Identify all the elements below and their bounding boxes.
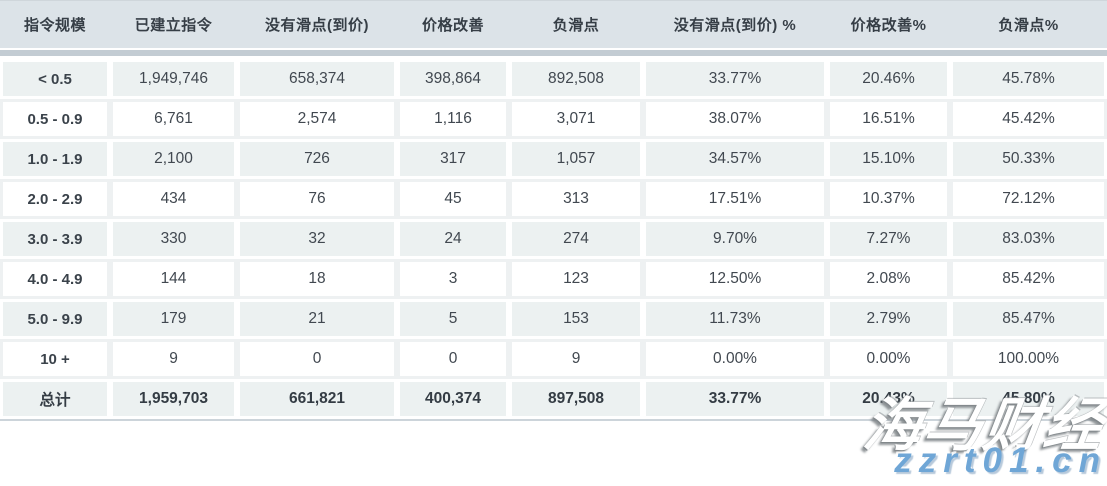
cell: 313 xyxy=(509,179,643,219)
column-header-price-improvement: 价格改善 xyxy=(397,0,509,48)
cell: 0 xyxy=(397,339,509,379)
watermark-site-url: zzrt01.cn xyxy=(894,441,1107,480)
cell: 10.37% xyxy=(827,179,950,219)
cell: 85.42% xyxy=(950,259,1107,299)
total-cell-negative-slippage-pct: 45.80% xyxy=(950,379,1107,419)
cell: 153 xyxy=(509,299,643,339)
cell: 50.33% xyxy=(950,139,1107,179)
cell: 179 xyxy=(110,299,237,339)
cell: 9 xyxy=(110,339,237,379)
table-row: 10 +9 0 0 9 0.00% 0.00% 100.00% xyxy=(0,339,1107,379)
column-header-order-size: 指令规模 xyxy=(0,0,110,48)
cell: 9.70% xyxy=(643,219,827,259)
cell: 317 xyxy=(397,139,509,179)
cell: 1,057 xyxy=(509,139,643,179)
cell: 83.03% xyxy=(950,219,1107,259)
cell: 398,864 xyxy=(397,59,509,99)
cell: 330 xyxy=(110,219,237,259)
column-header-no-slippage-pct: 没有滑点(到价) % xyxy=(643,0,827,48)
cell: 274 xyxy=(509,219,643,259)
cell: 45 xyxy=(397,179,509,219)
row-label: 10 + xyxy=(0,339,110,379)
total-cell-negative-slippage: 897,508 xyxy=(509,379,643,419)
cell: 2,574 xyxy=(237,99,397,139)
table-row: 2.0 - 2.9 434 76 45 313 17.51% 10.37% 72.12% xyxy=(0,179,1107,219)
table-header: 指令规模 已建立指令 没有滑点(到价) 价格改善 负滑点 没有滑点(到价) % … xyxy=(0,0,1107,59)
cell: 16.51% xyxy=(827,99,950,139)
row-label: < 0.5 xyxy=(0,59,110,99)
cell: 658,374 xyxy=(237,59,397,99)
cell: 892,508 xyxy=(509,59,643,99)
divider-band xyxy=(0,50,1107,56)
cell: 0.00% xyxy=(827,339,950,379)
cell: 15.10% xyxy=(827,139,950,179)
row-label: 3.0 - 3.9 xyxy=(0,219,110,259)
cell: 9 xyxy=(509,339,643,379)
cell: 45.78% xyxy=(950,59,1107,99)
data-table: 指令规模 已建立指令 没有滑点(到价) 价格改善 负滑点 没有滑点(到价) % … xyxy=(0,0,1107,419)
table-row: 5.0 - 9.9 179 21 5 153 11.73% 2.79% 85.47% xyxy=(0,299,1107,339)
cell: 11.73% xyxy=(643,299,827,339)
cell: 3 xyxy=(397,259,509,299)
cell: 45.42% xyxy=(950,99,1107,139)
total-row-label: 总计 xyxy=(0,379,110,419)
table-row: 4.0 - 4.9 144 18 3 123 12.50% 2.08% 85.42% xyxy=(0,259,1107,299)
cell: 123 xyxy=(509,259,643,299)
table-body: < 0.5 1,949,746 658,374 398,864 892,508 33.77… xyxy=(0,59,1107,379)
cell: 0.00% xyxy=(643,339,827,379)
row-label: 4.0 - 4.9 xyxy=(0,259,110,299)
cell: 24 xyxy=(397,219,509,259)
row-label: 5.0 - 9.9 xyxy=(0,299,110,339)
cell: 2.79% xyxy=(827,299,950,339)
cell: 5 xyxy=(397,299,509,339)
cell: 34.57% xyxy=(643,139,827,179)
column-header-negative-slippage: 负滑点 xyxy=(509,0,643,48)
cell: 21 xyxy=(237,299,397,339)
cell: 38.07% xyxy=(643,99,827,139)
column-header-orders-placed: 已建立指令 xyxy=(110,0,237,48)
total-cell-orders-placed: 1,959,703 xyxy=(110,379,237,419)
cell: 72.12% xyxy=(950,179,1107,219)
cell: 1,116 xyxy=(397,99,509,139)
cell: 434 xyxy=(110,179,237,219)
cell: 0 xyxy=(237,339,397,379)
cell: 6,761 xyxy=(110,99,237,139)
table-footer: 总计 1,959,703 661,821 400,374 897,508 33.… xyxy=(0,379,1107,419)
table-row: 0.5 - 0.9 6,761 2,574 1,116 3,071 38.07% 16.51… xyxy=(0,99,1107,139)
total-row: 总计 1,959,703 661,821 400,374 897,508 33.… xyxy=(0,379,1107,419)
cell: 2,100 xyxy=(110,139,237,179)
total-cell-price-improvement-pct: 20.43% xyxy=(827,379,950,419)
cell: 85.47% xyxy=(950,299,1107,339)
cell: 1,949,746 xyxy=(110,59,237,99)
table-bottom-border xyxy=(0,419,1107,421)
cell: 17.51% xyxy=(643,179,827,219)
cell: 2.08% xyxy=(827,259,950,299)
cell: 20.46% xyxy=(827,59,950,99)
header-row: 指令规模 已建立指令 没有滑点(到价) 价格改善 负滑点 没有滑点(到价) % … xyxy=(0,0,1107,48)
column-header-negative-slippage-pct: 负滑点% xyxy=(950,0,1107,48)
cell: 32 xyxy=(237,219,397,259)
cell: 7.27% xyxy=(827,219,950,259)
cell: 33.77% xyxy=(643,59,827,99)
total-cell-price-improvement: 400,374 xyxy=(397,379,509,419)
cell: 144 xyxy=(110,259,237,299)
cell: 12.50% xyxy=(643,259,827,299)
column-header-no-slippage: 没有滑点(到价) xyxy=(237,0,397,48)
header-divider xyxy=(0,48,1107,59)
table-row: 1.0 - 1.9 2,100 726 317 1,057 34.57% 15.10% 50.… xyxy=(0,139,1107,179)
row-label: 1.0 - 1.9 xyxy=(0,139,110,179)
cell: 100.00% xyxy=(950,339,1107,379)
cell: 726 xyxy=(237,139,397,179)
cell: 76 xyxy=(237,179,397,219)
total-cell-no-slippage-pct: 33.77% xyxy=(643,379,827,419)
row-label: 0.5 - 0.9 xyxy=(0,99,110,139)
column-header-price-improvement-pct: 价格改善% xyxy=(827,0,950,48)
total-cell-no-slippage: 661,821 xyxy=(237,379,397,419)
cell: 18 xyxy=(237,259,397,299)
row-label: 2.0 - 2.9 xyxy=(0,179,110,219)
table-row: 3.0 - 3.9 330 32 24 274 9.70% 7.27% 83.03% xyxy=(0,219,1107,259)
table-row: < 0.5 1,949,746 658,374 398,864 892,508 33.77… xyxy=(0,59,1107,99)
cell: 3,071 xyxy=(509,99,643,139)
